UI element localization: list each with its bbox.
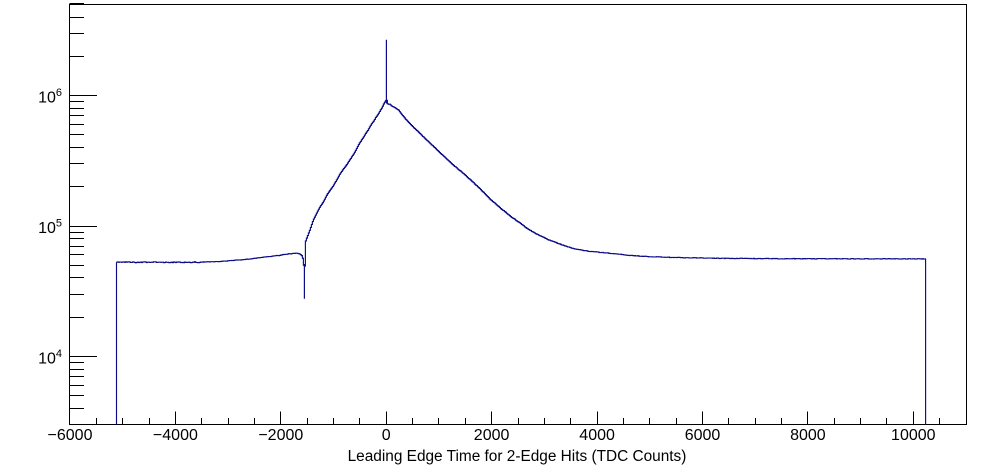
svg-text:6000: 6000: [685, 427, 721, 444]
svg-text:Leading Edge Time for 2-Edge H: Leading Edge Time for 2-Edge Hits (TDC C…: [348, 448, 687, 465]
svg-text:2000: 2000: [474, 427, 510, 444]
svg-text:−4000: −4000: [153, 427, 198, 444]
svg-text:4000: 4000: [579, 427, 615, 444]
svg-text:−6000: −6000: [48, 427, 93, 444]
svg-text:8000: 8000: [790, 427, 826, 444]
svg-text:−2000: −2000: [258, 427, 303, 444]
svg-text:0: 0: [382, 427, 391, 444]
svg-text:10000: 10000: [891, 427, 936, 444]
